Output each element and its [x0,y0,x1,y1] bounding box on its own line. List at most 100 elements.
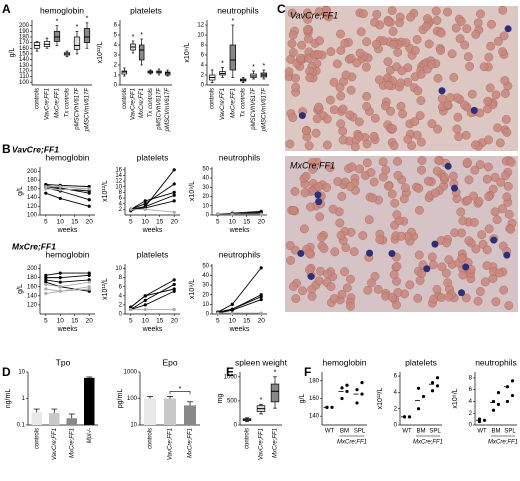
y-axis-label: g/L [17,186,24,196]
y-tick-label: 10 [115,184,122,190]
x-tick-label: 20 [86,219,94,226]
y-tick-label: 1 [114,73,118,79]
annotation: * [140,32,143,39]
red-cell [362,158,372,168]
y-tick-label: 180 [27,178,38,184]
red-cell [494,268,504,278]
red-cell [322,183,332,192]
red-cell [423,176,433,186]
red-cell [358,9,368,19]
box [83,28,91,43]
red-cell [416,137,426,147]
x-tick-label: 15 [156,318,164,325]
annotation: * [262,63,265,70]
nucleus [297,249,305,257]
x-tick-label: 15 [243,318,251,325]
x-tick-label: 5 [216,219,220,226]
y-tick-label: 2 [469,411,473,417]
red-cell [463,195,473,205]
red-cell [350,142,360,152]
red-cell [328,204,338,214]
red-cell [498,47,508,57]
y-tick-label: 4 [394,390,398,396]
y-tick-label: 2 [201,73,205,79]
red-cell [406,12,416,22]
red-cell [442,238,452,248]
point [259,209,263,213]
series-line [45,274,90,279]
x-tick-label: SPL [429,429,441,435]
y-tick-label: 4 [114,43,118,49]
red-cell [336,230,346,240]
x-tick-label: VavCre;FF1 [52,428,58,460]
box [53,30,61,42]
point [44,278,48,282]
point [58,185,62,189]
y-tick-label: 6 [469,387,473,393]
point [216,311,220,315]
red-cell [315,36,325,46]
red-cell [432,16,442,25]
red-cell [288,30,298,40]
y-tick-label: 0 [206,312,210,318]
group-label: MxCre;FF1 [488,440,518,446]
red-cell [432,166,442,176]
red-cell [434,155,444,165]
point [87,287,91,291]
y-tick-label: 1000 [124,370,138,376]
point [172,193,176,197]
red-cell [286,256,296,265]
y-axis-label: g/L [299,394,306,404]
red-cell [500,76,510,85]
y-tick-label: 10 [197,33,204,39]
box [73,36,81,50]
point [58,271,62,275]
point [435,384,440,388]
x-tick-label: pMSCVhV617F [75,88,81,131]
red-cell [288,205,298,215]
red-cell [504,209,514,219]
point [58,276,62,280]
y-tick-label: 2 [119,207,123,213]
panel-label: B [2,142,11,156]
red-cell [502,192,512,202]
point [44,273,48,277]
annotation: * [231,18,234,25]
series-line [130,208,175,213]
red-cell [335,83,345,92]
y-tick-label: 1000 [224,374,238,380]
y-axis-label: ng/mL [5,389,12,409]
x-tick-label: pMSCVmV617F [85,88,91,133]
x-tick-label: BM [417,429,426,435]
red-cell [291,73,300,83]
red-cell [471,244,481,254]
red-cell [396,101,406,111]
red-cell [410,117,420,127]
point [172,182,176,186]
red-cell [340,267,350,277]
red-cell [398,109,408,119]
red-cell [393,170,403,180]
red-cell [288,47,298,57]
y-tick-label: 160 [309,396,320,402]
point [230,308,234,312]
x-tick-label: 20 [171,318,179,325]
y-tick-label: 500 [227,398,238,404]
y-tick-label: 12 [197,23,204,29]
x-tick-label: 10 [142,219,150,226]
red-cell [484,192,494,202]
red-cell [287,8,297,18]
point [58,196,62,201]
red-cell [475,287,485,297]
bar [164,398,176,425]
y-tick-label: 130 [19,63,30,69]
x-tick-label: pMSCVhV617F [157,88,163,131]
red-cell [308,164,318,174]
image-label: VavCre;FF1 [290,10,338,20]
nucleus [438,87,446,95]
x-tick-label: pMSCVmV617F [261,88,267,133]
point [172,307,176,312]
panel-label: A [2,2,11,16]
x-tick-label: controls [35,88,41,109]
point [230,302,234,306]
